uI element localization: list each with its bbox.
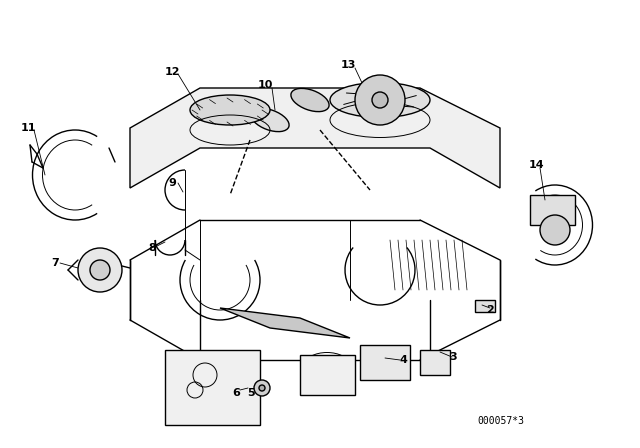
Text: 10: 10 [257,80,273,90]
Text: 12: 12 [164,67,180,77]
Circle shape [259,385,265,391]
Text: 5: 5 [247,388,255,398]
Bar [420,350,450,375]
Bar [300,355,355,395]
Polygon shape [220,308,350,338]
Circle shape [78,248,122,292]
Bar [165,350,260,425]
Polygon shape [130,88,500,188]
Circle shape [355,75,405,125]
Bar [360,345,410,380]
Circle shape [540,215,570,245]
Text: 3: 3 [449,352,457,362]
Text: 6: 6 [232,388,240,398]
Text: 8: 8 [148,243,156,253]
Text: 14: 14 [529,160,545,170]
Ellipse shape [291,88,329,112]
Text: 2: 2 [486,305,494,315]
Circle shape [372,92,388,108]
Text: 9: 9 [168,178,176,188]
Circle shape [90,260,110,280]
Bar [475,300,495,312]
Ellipse shape [190,95,270,125]
Ellipse shape [330,82,430,117]
Text: 4: 4 [399,355,407,365]
Text: 11: 11 [20,123,36,133]
Circle shape [254,380,270,396]
Text: 7: 7 [51,258,59,268]
Text: 000057*3: 000057*3 [478,416,525,426]
Text: 13: 13 [340,60,356,70]
Bar [530,195,575,225]
Ellipse shape [251,108,289,132]
